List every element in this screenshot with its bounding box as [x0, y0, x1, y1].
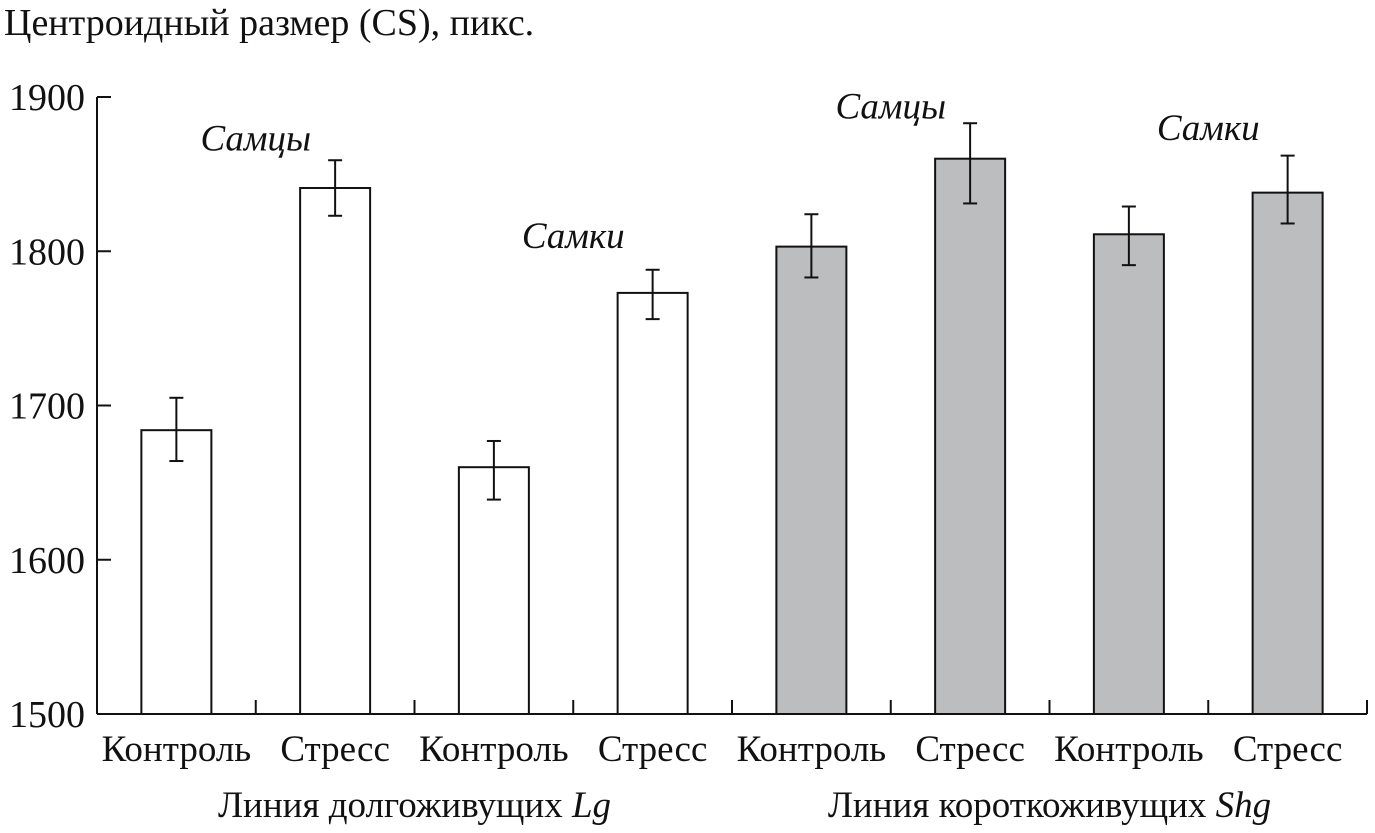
- axes: 1500 1600 1700 1800 1900: [9, 77, 1368, 736]
- y-tick-label: 1600: [9, 540, 85, 582]
- bar: [775, 245, 848, 715]
- annotations: Самцы Самки Самцы Самки: [200, 86, 1259, 257]
- y-tick-label: 1700: [9, 386, 85, 428]
- category-label: Стресс: [915, 729, 1025, 770]
- group-label-prefix: Линия короткоживущих: [828, 785, 1216, 826]
- bar: [1251, 191, 1324, 715]
- category-label: Контроль: [737, 729, 887, 770]
- y-tick-label: 1900: [9, 77, 85, 119]
- group-labels: Линия долгоживущих Lg Линия короткоживущи…: [218, 785, 1271, 826]
- sex-annotation: Самцы: [835, 86, 946, 127]
- group-label: Линия долгоживущих Lg: [218, 785, 611, 826]
- category-labels: Контроль Стресс Контроль Стресс Контроль Стре…: [102, 729, 1343, 770]
- bar: [934, 157, 1007, 715]
- y-tick-label: 1500: [9, 694, 85, 736]
- chart-title: Центроидный размер (CS), пикс.: [4, 2, 534, 44]
- category-label: Контроль: [419, 729, 569, 770]
- category-label: Контроль: [102, 729, 252, 770]
- category-label: Контроль: [1054, 729, 1204, 770]
- group-label-italic: Lg: [571, 785, 611, 826]
- bar: [457, 466, 530, 716]
- group-label: Линия короткоживущих Shg: [828, 785, 1271, 826]
- bar: [616, 291, 689, 715]
- bars: [140, 157, 1324, 716]
- sex-annotation: Самцы: [200, 119, 311, 160]
- bar: [1092, 233, 1165, 715]
- sex-annotation: Самки: [522, 216, 625, 257]
- category-label: Стресс: [1233, 729, 1343, 770]
- y-tick-label: 1800: [9, 231, 85, 273]
- bar: [299, 187, 372, 715]
- error-bars: [169, 122, 1295, 501]
- group-label-prefix: Линия долгоживущих: [218, 785, 572, 826]
- group-label-italic: Shg: [1216, 785, 1272, 826]
- category-label: Стресс: [280, 729, 390, 770]
- category-label: Стресс: [598, 729, 708, 770]
- sex-annotation: Самки: [1157, 108, 1260, 149]
- bar: [140, 429, 213, 715]
